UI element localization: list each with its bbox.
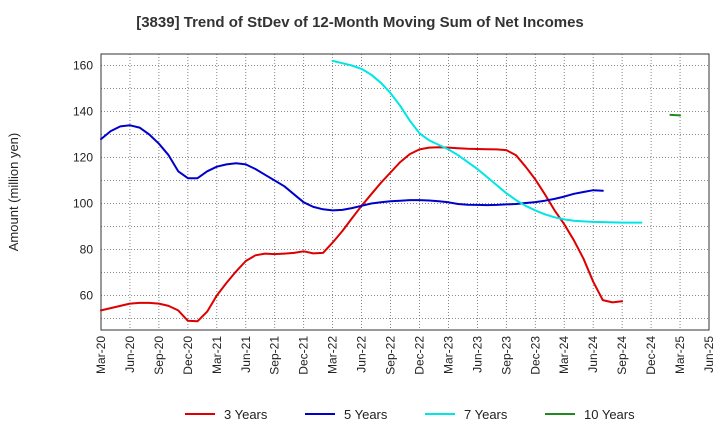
series-line-5-years [100,124,604,212]
x-tick-label: Sep-21 [268,336,282,375]
x-tick-label: Jun-21 [239,336,253,373]
x-tick-label: Mar-22 [326,336,340,374]
x-tick-label: Jun-20 [123,336,137,373]
x-tick-label: Mar-24 [557,336,571,374]
x-tick-label: Dec-21 [297,336,311,375]
y-tick-label: 120 [73,151,93,165]
x-tick-label: Sep-23 [499,336,513,375]
y-tick-label: 80 [80,243,94,257]
chart-title: [3839] Trend of StDev of 12-Month Moving… [136,14,584,31]
legend: 3 Years 5 Years 7 Years 10 Years [185,407,635,422]
series-lines [100,59,681,323]
y-tick-label: 160 [73,59,93,73]
plot-frame [100,53,710,331]
x-tick-label: Jun-24 [586,336,600,373]
x-tick-label: Dec-24 [644,336,658,375]
y-tick-label: 60 [80,289,94,303]
x-tick-label: Dec-23 [528,336,542,375]
x-tick-label: Mar-20 [94,336,108,374]
x-tick-labels: Mar-20 Jun-20 Sep-20 Dec-20 Mar-21 Jun-21 Sep-… [94,336,716,375]
series-line-10-years [669,113,681,117]
x-tick-label: Jun-25 [702,336,716,373]
legend-label: 10 Years [584,407,635,422]
x-tick-label: Mar-23 [441,336,455,374]
plot-background [101,54,709,330]
y-tick-label: 100 [73,197,93,211]
y-tick-label: 140 [73,105,93,119]
x-tick-label: Mar-25 [673,336,687,374]
x-tick-label: Dec-20 [181,336,195,375]
x-tick-label: Mar-21 [210,336,224,374]
x-tick-label: Dec-22 [412,336,426,375]
x-tick-label: Sep-24 [615,336,629,375]
x-tick-label: Sep-20 [152,336,166,375]
legend-label: 7 Years [464,407,508,422]
series-line-7-years [331,59,643,224]
x-tick-label: Sep-22 [384,336,398,375]
x-tick-label: Jun-22 [355,336,369,373]
grid-lines [100,54,710,330]
legend-label: 3 Years [224,407,268,422]
x-tick-label: Jun-23 [470,336,484,373]
y-axis-title: Amount (million yen) [6,133,21,252]
y-tick-labels: 60 80 100 120 140 160 [73,59,93,303]
legend-label: 5 Years [344,407,388,422]
